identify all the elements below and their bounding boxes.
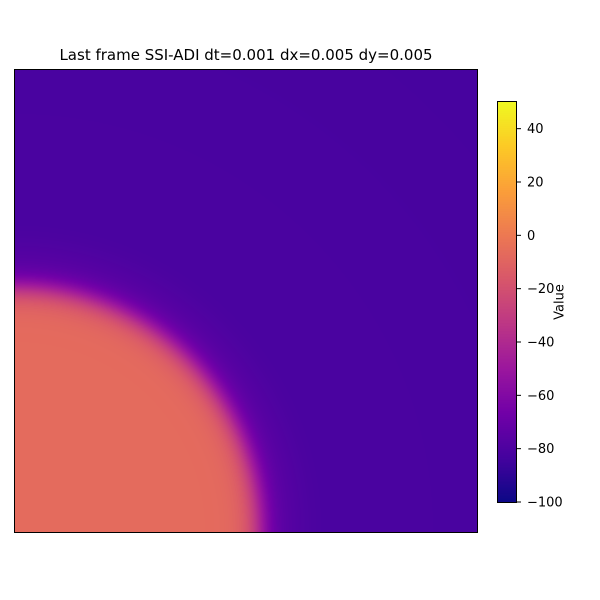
colorbar-tick-label: 40 [527, 122, 544, 137]
colorbar-tick-label: 0 [527, 229, 535, 244]
heatmap-image [15, 70, 477, 532]
colorbar-tick-label: −40 [527, 336, 554, 351]
colorbar-tick-label: −100 [527, 496, 563, 511]
colorbar [497, 101, 517, 503]
colorbar-tick-label: 20 [527, 176, 544, 191]
colorbar-tick-label: −80 [527, 442, 554, 457]
heatmap-plot-area [14, 69, 478, 533]
colorbar-gradient [498, 102, 516, 502]
colorbar-tick-label: −60 [527, 389, 554, 404]
colorbar-label: Value [552, 284, 568, 320]
chart-title: Last frame SSI-ADI dt=0.001 dx=0.005 dy=… [59, 46, 433, 64]
colorbar-tick-label: −20 [527, 282, 554, 297]
